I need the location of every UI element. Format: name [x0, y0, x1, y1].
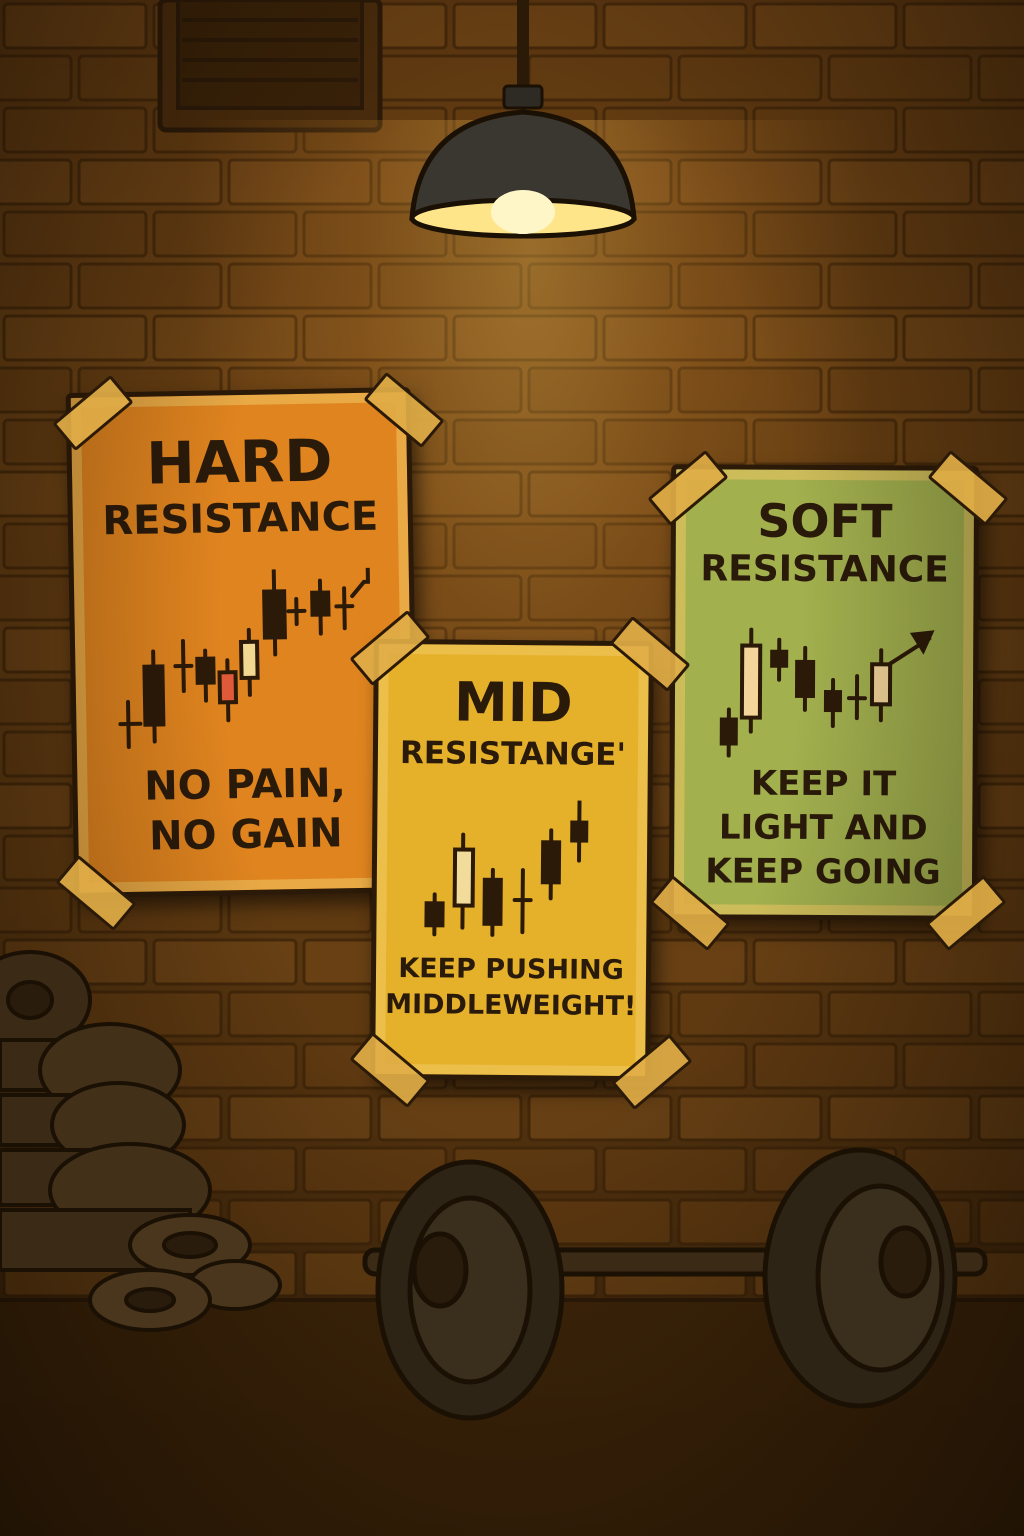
brick [2, 1250, 148, 1298]
brick [752, 938, 898, 986]
brick [452, 522, 598, 570]
brick [902, 1042, 1024, 1090]
brick [752, 1250, 898, 1298]
brick [302, 314, 448, 362]
brick [0, 366, 73, 414]
brick [902, 938, 1024, 986]
poster-subtitle: RESISTANCE [101, 493, 379, 545]
brick [0, 470, 73, 518]
brick [602, 1250, 748, 1298]
brick [677, 366, 823, 414]
brick [2, 1146, 148, 1194]
brick [977, 678, 1024, 726]
floor [0, 1300, 1024, 1536]
brick [677, 990, 823, 1038]
candlestick-chart-icon [424, 799, 589, 937]
brick [602, 314, 748, 362]
brick [752, 1146, 898, 1194]
brick [452, 418, 598, 466]
brick [527, 1094, 673, 1142]
poster-mid-resistance: MID RESISTANGE' KEEP PUSHING MIDDLEWEIGH… [370, 638, 654, 1082]
brick [902, 314, 1024, 362]
brick [77, 1094, 223, 1142]
brick [0, 1198, 73, 1246]
brick [152, 938, 298, 986]
brick [677, 1094, 823, 1142]
poster-motto-line: NO GAIN [148, 810, 344, 860]
brick [0, 990, 73, 1038]
brick [827, 990, 973, 1038]
brick [152, 1250, 298, 1298]
poster-motto-line: NO PAIN, [143, 760, 347, 810]
brick [302, 1250, 448, 1298]
poster-subtitle: RESISTANCE [700, 548, 949, 591]
brick [152, 314, 298, 362]
brick [2, 1042, 148, 1090]
brick [752, 418, 898, 466]
brick [527, 366, 673, 414]
brick [527, 574, 673, 622]
brick [452, 1146, 598, 1194]
brick [977, 574, 1024, 622]
brick [227, 1198, 373, 1246]
poster-soft-resistance: SOFT RESISTANCE KEEP IT LIGHT AND KEEP G… [668, 464, 980, 921]
poster-motto-line: KEEP IT [750, 763, 897, 805]
ceiling-lamp-icon [409, 0, 637, 239]
candlestick-chart-icon [118, 567, 370, 750]
brick [977, 1198, 1024, 1246]
brick [2, 938, 148, 986]
brick [302, 1146, 448, 1194]
brick [902, 1146, 1024, 1194]
brick [677, 1198, 823, 1246]
brick [827, 1198, 973, 1246]
brick [0, 678, 73, 726]
brick [977, 366, 1024, 414]
poster-title: MID [453, 670, 573, 735]
poster-motto-line: MIDDLEWEIGHT! [385, 988, 637, 1023]
brick [977, 782, 1024, 830]
poster-motto-line: KEEP PUSHING [398, 953, 624, 986]
brick [0, 886, 73, 934]
brick [902, 418, 1024, 466]
brick [602, 418, 748, 466]
brick [77, 1198, 223, 1246]
poster-title: HARD [145, 426, 334, 498]
candlestick-chart-icon [719, 627, 935, 758]
brick [827, 1094, 973, 1142]
poster-title: SOFT [757, 493, 893, 549]
poster-subtitle: RESISTANGE' [399, 735, 627, 773]
brick [752, 314, 898, 362]
brick [0, 782, 73, 830]
brick [452, 314, 598, 362]
brick [227, 1094, 373, 1142]
brick [2, 314, 148, 362]
brick [152, 1042, 298, 1090]
poster-motto-line: KEEP GOING [705, 851, 941, 893]
brick [0, 574, 73, 622]
poster-hard-resistance: HARD RESISTANCE NO PAIN, NO GAIN [65, 387, 420, 898]
brick [827, 366, 973, 414]
brick [152, 1146, 298, 1194]
brick [527, 1198, 673, 1246]
brick [902, 1250, 1024, 1298]
brick [602, 1146, 748, 1194]
poster-motto-line: LIGHT AND [718, 807, 928, 849]
brick [377, 1198, 523, 1246]
brick [977, 990, 1024, 1038]
brick [77, 990, 223, 1038]
brick [0, 1094, 73, 1142]
brick [752, 1042, 898, 1090]
brick [527, 470, 673, 518]
brick [977, 1094, 1024, 1142]
brick [227, 990, 373, 1038]
brick [452, 1250, 598, 1298]
